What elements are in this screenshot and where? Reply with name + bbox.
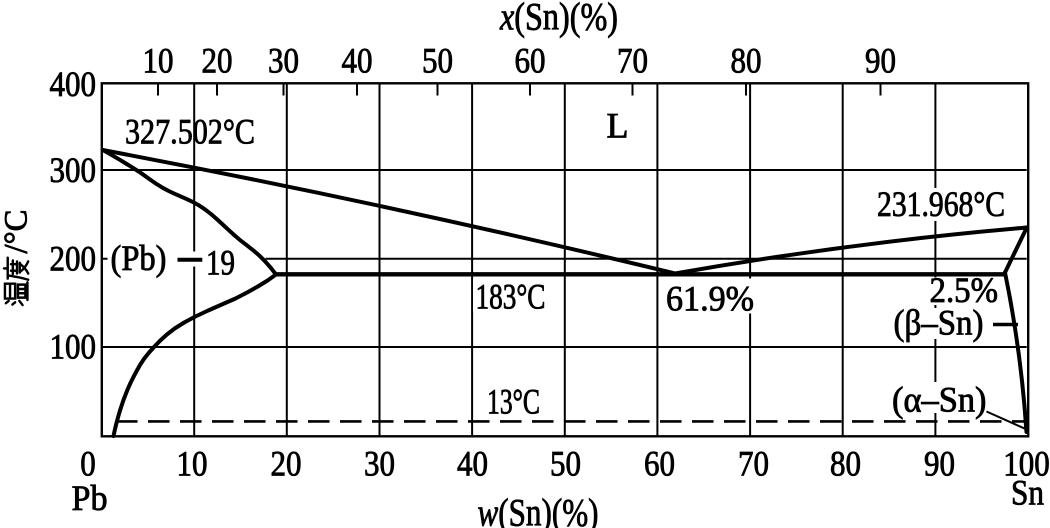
svg-text:60: 60 [644,444,675,484]
svg-text:50: 50 [422,41,453,81]
svg-text:Pb: Pb [72,478,108,518]
svg-text:70: 70 [617,41,648,81]
svg-text:300: 300 [50,150,97,190]
svg-text:(α–Sn): (α–Sn) [892,380,987,420]
svg-text:x(Sn)(%): x(Sn)(%) [499,0,618,39]
svg-text:10: 10 [177,444,208,484]
svg-text:30: 30 [364,444,395,484]
svg-text:Sn: Sn [1011,473,1044,513]
svg-text:40: 40 [342,41,373,81]
svg-text:50: 50 [550,444,581,484]
svg-text:L: L [607,106,629,146]
svg-text:20: 20 [202,41,233,81]
svg-text:40: 40 [457,444,488,484]
svg-text:0: 0 [80,444,96,484]
svg-text:400: 400 [50,64,97,104]
svg-text:w(Sn)(%): w(Sn)(%) [478,492,599,528]
svg-text:/°C: /°C [0,210,35,254]
svg-text:327.502°C: 327.502°C [125,112,255,152]
svg-text:80: 80 [731,41,762,81]
svg-text:231.968°C: 231.968°C [877,184,1005,224]
svg-text:80: 80 [830,444,861,484]
svg-text:100: 100 [50,327,97,367]
svg-text:19: 19 [206,243,235,283]
svg-text:90: 90 [924,444,955,484]
svg-text:30: 30 [268,41,299,81]
svg-text:61.9%: 61.9% [666,279,754,319]
svg-text:60: 60 [515,41,546,81]
svg-text:20: 20 [271,444,302,484]
svg-text:70: 70 [738,444,769,484]
svg-text:100: 100 [1003,444,1050,484]
svg-text:2.5%: 2.5% [930,270,999,310]
svg-text:(Pb): (Pb) [111,238,167,278]
svg-text:183°C: 183°C [476,277,546,317]
svg-text:13°C: 13°C [487,382,540,422]
svg-text:90: 90 [865,41,896,81]
svg-text:200: 200 [50,239,97,279]
svg-text:(β–Sn): (β–Sn) [894,303,984,343]
svg-text:10: 10 [143,41,174,81]
